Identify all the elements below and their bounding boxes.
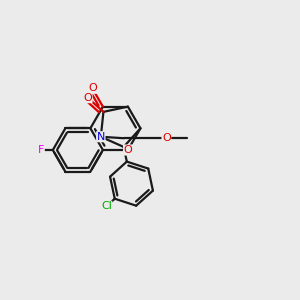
Text: O: O (162, 133, 171, 143)
Text: O: O (83, 93, 92, 103)
Text: O: O (88, 83, 97, 93)
Text: N: N (97, 132, 105, 142)
Text: O: O (124, 145, 132, 155)
Text: Cl: Cl (101, 201, 112, 211)
Text: F: F (38, 145, 44, 155)
